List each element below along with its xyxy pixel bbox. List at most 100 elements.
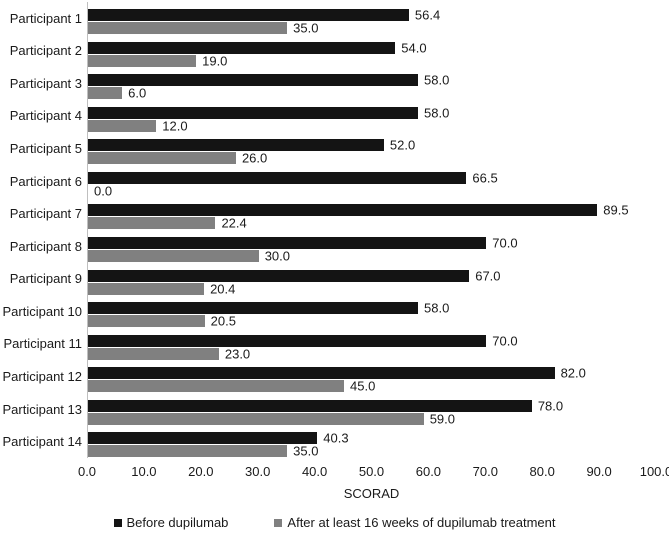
participant-row: Participant 1 56.4 35.0 bbox=[10, 2, 657, 36]
bar-value-label: 70.0 bbox=[492, 235, 518, 251]
bar-value-label: 0.0 bbox=[94, 183, 113, 199]
bar-after-dupilumab: 35.0 bbox=[88, 21, 318, 36]
x-axis-tick-label: 80.0 bbox=[529, 464, 555, 479]
bar-before-dupilumab: 89.5 bbox=[88, 203, 629, 218]
bar-value-label: 40.3 bbox=[323, 430, 349, 446]
bar-value-label: 45.0 bbox=[350, 378, 376, 394]
bar-before-dupilumab: 58.0 bbox=[88, 73, 449, 88]
participant-label: Participant 6 bbox=[9, 173, 82, 189]
participant-row: Participant 3 58.0 6.0 bbox=[10, 67, 657, 101]
legend-item-after: After at least 16 weeks of dupilumab tre… bbox=[274, 515, 556, 530]
participant-row: Participant 12 82.0 45.0 bbox=[3, 360, 657, 394]
bar-before-dupilumab: 70.0 bbox=[88, 333, 518, 348]
bar-after-dupilumab: 22.4 bbox=[88, 216, 247, 231]
bar-after-dupilumab: 20.5 bbox=[88, 314, 236, 329]
bar-value-label: 19.0 bbox=[202, 53, 228, 69]
x-axis-tick-label: 40.0 bbox=[301, 464, 328, 479]
x-axis-tick-label: 60.0 bbox=[415, 464, 442, 479]
participant-label: Participant 8 bbox=[9, 238, 82, 254]
participant-label: Participant 12 bbox=[2, 369, 83, 385]
bar-value-label: 30.0 bbox=[264, 248, 290, 264]
bar-after-dupilumab: 26.0 bbox=[88, 151, 267, 166]
bar-before-dupilumab: 56.4 bbox=[88, 8, 440, 23]
bar-after-dupilumab: 23.0 bbox=[88, 346, 250, 361]
bar-before-dupilumab: 40.3 bbox=[88, 431, 349, 446]
participant-row: Participant 7 89.5 22.4 bbox=[10, 197, 657, 231]
bar-after-dupilumab: 20.4 bbox=[88, 281, 235, 296]
participant-row: Participant 6 66.5 0.0 bbox=[10, 165, 657, 199]
participant-row: Participant 13 78.0 59.0 bbox=[3, 393, 657, 426]
bar-value-label: 56.4 bbox=[414, 7, 441, 23]
bar-before-dupilumab: 52.0 bbox=[88, 138, 415, 153]
participant-row: Participant 4 58.0 12.0 bbox=[10, 100, 657, 133]
participant-label: Participant 5 bbox=[9, 141, 82, 157]
bar-before-dupilumab: 54.0 bbox=[88, 40, 427, 55]
x-axis-title: SCORAD bbox=[343, 486, 400, 501]
x-axis-tick-label: 20.0 bbox=[188, 464, 214, 479]
participant-label: Participant 14 bbox=[2, 434, 83, 450]
bar-value-label: 78.0 bbox=[537, 398, 564, 414]
bar-value-label: 89.5 bbox=[603, 202, 629, 218]
bar-after-dupilumab: 19.0 bbox=[88, 53, 227, 68]
legend-swatch-before-icon bbox=[113, 518, 122, 527]
participant-row: Participant 2 54.0 19.0 bbox=[10, 35, 657, 68]
participant-label: Participant 11 bbox=[3, 336, 82, 352]
bar-after-dupilumab: 45.0 bbox=[88, 379, 375, 394]
bar-value-label: 52.0 bbox=[389, 137, 416, 153]
participant-row: Participant 14 40.3 35.0 bbox=[3, 425, 657, 459]
bar-value-label: 82.0 bbox=[560, 365, 586, 381]
participant-row: Participant 9 67.0 20.4 bbox=[10, 263, 657, 296]
bar-before-dupilumab: 66.5 bbox=[88, 170, 498, 185]
bar-after-dupilumab: 59.0 bbox=[88, 411, 455, 426]
x-axis-tick-label: 0.0 bbox=[77, 464, 97, 479]
x-axis-tick-label: 30.0 bbox=[245, 464, 271, 479]
legend: Before dupilumab After at least 16 weeks … bbox=[0, 515, 669, 530]
bar-value-label: 22.4 bbox=[221, 215, 247, 231]
participant-label: Participant 9 bbox=[9, 271, 82, 287]
participant-label: Participant 3 bbox=[9, 75, 82, 91]
bar-value-label: 58.0 bbox=[424, 105, 450, 121]
bar-value-label: 66.5 bbox=[472, 170, 498, 186]
participant-row: Participant 5 52.0 26.0 bbox=[10, 132, 657, 166]
bar-value-label: 20.5 bbox=[210, 313, 236, 329]
bar-value-label: 67.0 bbox=[475, 268, 501, 284]
bar-value-label: 59.0 bbox=[429, 411, 456, 427]
bar-value-label: 58.0 bbox=[424, 300, 450, 316]
participant-label: Participant 4 bbox=[9, 108, 82, 124]
bar-value-label: 35.0 bbox=[293, 20, 319, 36]
legend-label: After at least 16 weeks of dupilumab tre… bbox=[287, 515, 556, 530]
bar-before-dupilumab: 58.0 bbox=[88, 301, 449, 316]
bar-before-dupilumab: 82.0 bbox=[88, 366, 586, 381]
bar-value-label: 54.0 bbox=[401, 40, 427, 56]
participant-label: Participant 7 bbox=[9, 206, 82, 222]
x-axis-tick-label: 10.0 bbox=[131, 464, 157, 479]
bar-value-label: 12.0 bbox=[162, 118, 188, 134]
participant-label: Participant 2 bbox=[9, 43, 82, 59]
x-axis: 0.0 10.0 20.0 30.0 40.0 50.0 60.0 70.0 80.0 90.0 1… bbox=[78, 464, 669, 480]
x-axis-tick-label: 90.0 bbox=[586, 464, 612, 479]
participant-label: Participant 1 bbox=[9, 10, 82, 26]
legend-swatch-after-icon bbox=[274, 518, 283, 527]
bar-after-dupilumab: 6.0 bbox=[88, 86, 146, 101]
bar-before-dupilumab: 67.0 bbox=[88, 268, 501, 283]
plot-area: Participant 1 56.4 35.0 Participant 2 54.0 19… bbox=[3, 2, 657, 459]
x-axis-tick-label: 100.0 bbox=[639, 464, 669, 479]
legend-label: Before dupilumab bbox=[126, 515, 229, 530]
bar-after-dupilumab: 35.0 bbox=[88, 444, 318, 459]
x-axis-tick-label: 50.0 bbox=[358, 464, 385, 479]
participant-row: Participant 10 58.0 20.5 bbox=[3, 295, 657, 329]
legend-item-before: Before dupilumab bbox=[113, 515, 229, 530]
bar-value-label: 23.0 bbox=[224, 346, 251, 362]
bar-before-dupilumab: 78.0 bbox=[88, 398, 563, 413]
bar-before-dupilumab: 58.0 bbox=[88, 105, 449, 120]
participant-label: Participant 13 bbox=[2, 401, 83, 417]
bar-before-dupilumab: 70.0 bbox=[88, 236, 518, 251]
bar-value-label: 20.4 bbox=[210, 281, 236, 297]
bar-value-label: 70.0 bbox=[492, 333, 518, 349]
bar-after-dupilumab: 12.0 bbox=[88, 118, 188, 133]
participant-row: Participant 11 70.0 23.0 bbox=[3, 328, 657, 361]
bar-value-label: 35.0 bbox=[293, 443, 319, 459]
bar-value-label: 58.0 bbox=[424, 72, 450, 88]
bar-value-label: 6.0 bbox=[128, 85, 147, 101]
